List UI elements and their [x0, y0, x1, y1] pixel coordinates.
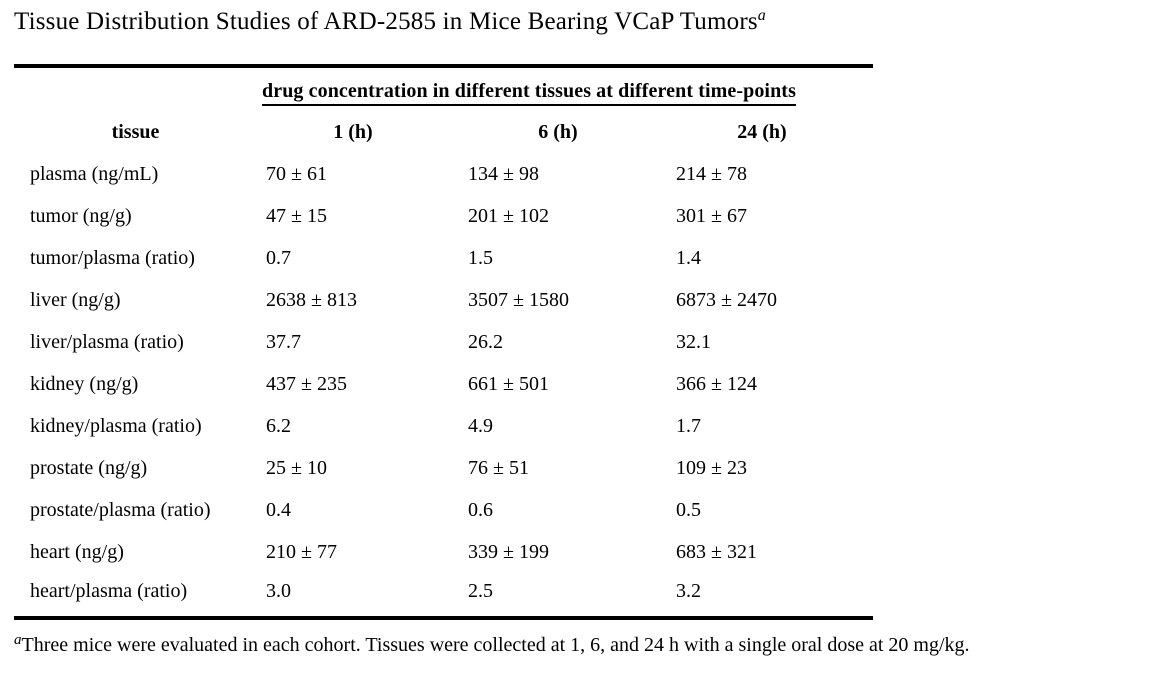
tissue-label: kidney/plasma (ratio) [30, 415, 202, 437]
value-cell: 25 ± 10 [266, 457, 327, 479]
table-body: plasma (ng/mL) 70 ± 61 134 ± 98 214 ± 78… [14, 154, 873, 616]
title-footnote-marker: a [757, 7, 766, 24]
table-footnote: aThree mice were evaluated in each cohor… [14, 631, 1149, 658]
tissue-label: heart/plasma (ratio) [30, 580, 188, 602]
value-cell: 109 ± 23 [676, 457, 747, 479]
data-table: drug concentration in different tissues … [14, 63, 873, 620]
tissue-label: prostate (ng/g) [30, 457, 148, 479]
value-cell: 37.7 [266, 331, 301, 353]
table-header: tissue 1 (h) 6 (h) 24 (h) [14, 106, 873, 154]
table-row: tumor/plasma (ratio) 0.7 1.5 1.4 [14, 238, 873, 280]
tissue-label: liver (ng/g) [30, 289, 121, 311]
value-cell: 366 ± 124 [676, 373, 757, 395]
spanner-header-row: drug concentration in different tissues … [14, 68, 873, 106]
table-row: kidney/plasma (ratio) 6.2 4.9 1.7 [14, 406, 873, 448]
value-cell: 3.0 [266, 580, 291, 602]
column-header-row: tissue 1 (h) 6 (h) 24 (h) [14, 106, 873, 154]
column-header-6h: 6 (h) [538, 121, 578, 143]
value-cell: 683 ± 321 [676, 541, 757, 563]
value-cell: 210 ± 77 [266, 541, 337, 563]
value-cell: 339 ± 199 [468, 541, 549, 563]
footnote-text: Three mice were evaluated in each cohort… [21, 633, 970, 656]
value-cell: 1.4 [676, 247, 701, 269]
value-cell: 0.4 [266, 499, 291, 521]
table-row: tumor (ng/g) 47 ± 15 201 ± 102 301 ± 67 [14, 196, 873, 238]
table-row: prostate (ng/g) 25 ± 10 76 ± 51 109 ± 23 [14, 448, 873, 490]
value-cell: 47 ± 15 [266, 205, 327, 227]
tissue-label: liver/plasma (ratio) [30, 331, 184, 353]
value-cell: 76 ± 51 [468, 457, 529, 479]
document-page: Tissue Distribution Studies of ARD-2585 … [14, 6, 1161, 658]
column-header-tissue: tissue [111, 121, 160, 143]
table-row: liver (ng/g) 2638 ± 813 3507 ± 1580 6873… [14, 280, 873, 322]
table-row: heart (ng/g) 210 ± 77 339 ± 199 683 ± 32… [14, 532, 873, 574]
value-cell: 0.5 [676, 499, 701, 521]
value-cell: 70 ± 61 [266, 163, 327, 185]
value-cell: 6.2 [266, 415, 291, 437]
value-cell: 2.5 [468, 580, 493, 602]
tissue-label: tumor (ng/g) [30, 205, 132, 227]
value-cell: 1.7 [676, 415, 701, 437]
spanner-header: drug concentration in different tissues … [262, 80, 796, 106]
tissue-label: kidney (ng/g) [30, 373, 139, 395]
table-row: kidney (ng/g) 437 ± 235 661 ± 501 366 ± … [14, 364, 873, 406]
value-cell: 0.7 [266, 247, 291, 269]
value-cell: 6873 ± 2470 [676, 289, 777, 311]
value-cell: 0.6 [468, 499, 493, 521]
value-cell: 2638 ± 813 [266, 289, 357, 311]
value-cell: 214 ± 78 [676, 163, 747, 185]
table-row: heart/plasma (ratio) 3.0 2.5 3.2 [14, 574, 873, 616]
tissue-distribution-table: tissue 1 (h) 6 (h) 24 (h) plasma (ng/mL)… [14, 106, 873, 616]
tissue-label: plasma (ng/mL) [30, 163, 159, 185]
value-cell: 1.5 [468, 247, 493, 269]
value-cell: 134 ± 98 [468, 163, 539, 185]
value-cell: 32.1 [676, 331, 711, 353]
column-header-1h: 1 (h) [333, 121, 373, 143]
value-cell: 661 ± 501 [468, 373, 549, 395]
column-header-24h: 24 (h) [737, 121, 787, 143]
value-cell: 201 ± 102 [468, 205, 549, 227]
footnote-marker: a [14, 631, 22, 648]
table-title-text: Tissue Distribution Studies of ARD-2585 … [14, 8, 758, 35]
value-cell: 301 ± 67 [676, 205, 747, 227]
tissue-label: prostate/plasma (ratio) [30, 499, 211, 521]
value-cell: 26.2 [468, 331, 503, 353]
value-cell: 3.2 [676, 580, 701, 602]
table-row: prostate/plasma (ratio) 0.4 0.6 0.5 [14, 490, 873, 532]
value-cell: 437 ± 235 [266, 373, 347, 395]
value-cell: 4.9 [468, 415, 493, 437]
table-row: plasma (ng/mL) 70 ± 61 134 ± 98 214 ± 78 [14, 154, 873, 196]
table-title: Tissue Distribution Studies of ARD-2585 … [14, 6, 1161, 39]
value-cell: 3507 ± 1580 [468, 289, 569, 311]
table-row: liver/plasma (ratio) 37.7 26.2 32.1 [14, 322, 873, 364]
tissue-label: heart (ng/g) [30, 541, 124, 563]
tissue-label: tumor/plasma (ratio) [30, 247, 195, 269]
